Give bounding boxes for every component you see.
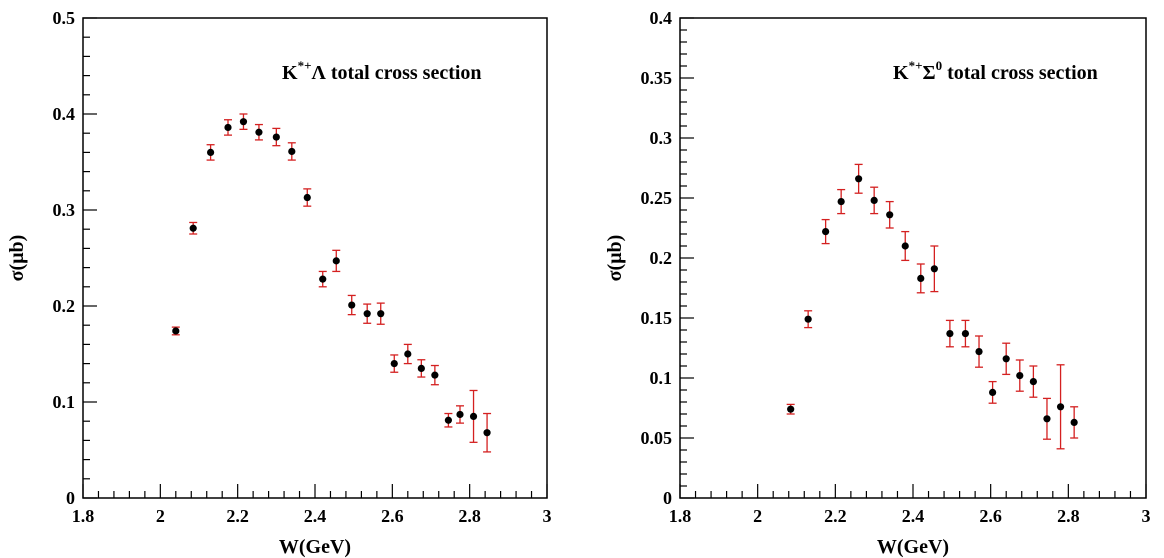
data-point — [1070, 418, 1078, 426]
x-tick-label: 2 — [753, 506, 762, 526]
y-tick-label: 0.05 — [641, 428, 673, 448]
y-tick-label: 0.25 — [641, 188, 673, 208]
y-axis-title: σ(μb) — [604, 235, 626, 282]
x-tick-label: 2 — [156, 506, 165, 526]
data-point — [189, 224, 197, 232]
data-point — [1029, 378, 1037, 386]
y-axis-title: σ(μb) — [6, 235, 28, 282]
y-tick-label: 0.15 — [641, 308, 673, 328]
y-tick-label: 0.3 — [650, 128, 673, 148]
data-point — [822, 228, 830, 236]
data-point — [975, 348, 983, 356]
data-point — [1056, 403, 1065, 411]
x-tick-label: 2.8 — [458, 506, 481, 526]
data-point — [239, 118, 248, 126]
data-point — [989, 388, 997, 396]
data-point — [207, 148, 215, 156]
y-axis-ticks: 0 0.05 0.1 0.15 0.2 0.25 0.3 0.35 0.4 — [641, 8, 694, 508]
y-tick-label: 0.1 — [53, 392, 76, 412]
data-point — [946, 330, 954, 338]
data-point — [348, 301, 356, 309]
data-point — [1043, 415, 1051, 423]
chart-title: K*+Σ0 total cross section — [893, 58, 1098, 84]
data-point — [483, 429, 491, 437]
x-axis-title: W(GeV) — [279, 536, 351, 558]
data-point — [469, 412, 478, 420]
data-point — [404, 350, 412, 358]
data-point — [930, 265, 938, 273]
title-main: K — [893, 62, 909, 84]
y-tick-label: 0.35 — [641, 68, 673, 88]
x-tick-label: 1.8 — [72, 506, 95, 526]
y-tick-label: 0.4 — [53, 104, 76, 124]
data-point — [172, 327, 180, 335]
data-point — [319, 275, 327, 283]
data-point — [870, 196, 878, 204]
data-point — [1002, 355, 1010, 363]
data-point — [961, 330, 970, 338]
y-tick-label: 0.2 — [53, 296, 76, 316]
data-point — [255, 128, 263, 136]
y-tick-label: 0.4 — [650, 8, 673, 28]
data-point — [444, 416, 452, 424]
x-axis-title: W(GeV) — [877, 536, 949, 558]
x-tick-label: 2.2 — [824, 506, 847, 526]
x-tick-label: 1.8 — [669, 506, 692, 526]
data-point — [288, 147, 296, 156]
data-point — [837, 198, 845, 206]
y-axis-ticks: 0 0.1 0.2 0.3 0.4 0.5 — [53, 8, 97, 508]
data-point — [303, 193, 311, 202]
data-point — [804, 315, 812, 323]
data-point — [417, 364, 425, 372]
data-point — [886, 211, 894, 219]
y-tick-label: 0.5 — [53, 8, 76, 28]
data-point — [917, 274, 925, 282]
x-tick-label: 2.4 — [902, 506, 925, 526]
plot-frame — [679, 17, 1147, 499]
chart-title: K*+Λ total cross section — [282, 58, 482, 84]
right-chart: 1.8 2 2.2 2.4 2.6 2.8 3 0 0.05 0.1 0.15 0.2 0.25 0.3… — [604, 8, 1151, 558]
data-point — [456, 410, 464, 419]
left-chart: 1.8 2 2.2 2.4 2.6 2.8 3 0 0.1 0.2 0.3 0.4 0.5 K*+Λ … — [6, 8, 552, 558]
data-point — [377, 310, 385, 318]
title-superscript: *+ — [298, 58, 312, 73]
data-point — [901, 242, 909, 250]
title-main: K — [282, 62, 298, 84]
x-tick-label: 3 — [543, 506, 552, 526]
title-sigma: Σ — [922, 62, 935, 84]
data-point — [431, 371, 439, 379]
title-rest: Λ total cross section — [311, 62, 481, 84]
data-point — [363, 310, 371, 318]
error-bars — [786, 163, 1079, 450]
data-point — [224, 123, 232, 132]
data-point — [787, 405, 795, 413]
data-points — [172, 118, 491, 437]
data-point — [272, 133, 280, 141]
title-superscript: *+ — [909, 58, 923, 73]
x-axis-ticks: 1.8 2 2.2 2.4 2.6 2.8 3 — [669, 484, 1151, 526]
x-tick-label: 2.8 — [1057, 506, 1080, 526]
x-tick-label: 2.2 — [226, 506, 249, 526]
data-point — [1016, 372, 1024, 380]
data-point — [390, 360, 398, 368]
error-bars — [171, 113, 492, 453]
title-superscript-zero: 0 — [936, 58, 943, 73]
y-tick-label: 0.1 — [650, 368, 673, 388]
y-tick-label: 0.2 — [650, 248, 673, 268]
y-tick-label: 0 — [66, 488, 75, 508]
x-tick-label: 2.6 — [979, 506, 1002, 526]
x-tick-label: 2.6 — [381, 506, 404, 526]
y-tick-label: 0.3 — [53, 200, 76, 220]
plot-frame — [82, 17, 548, 499]
data-points — [787, 175, 1078, 426]
x-tick-label: 2.4 — [304, 506, 327, 526]
x-axis-ticks: 1.8 2 2.2 2.4 2.6 2.8 3 — [72, 484, 552, 526]
title-rest: total cross section — [942, 62, 1098, 84]
x-tick-label: 3 — [1142, 506, 1151, 526]
data-point — [332, 257, 340, 265]
y-tick-label: 0 — [663, 488, 672, 508]
data-point — [855, 175, 863, 183]
